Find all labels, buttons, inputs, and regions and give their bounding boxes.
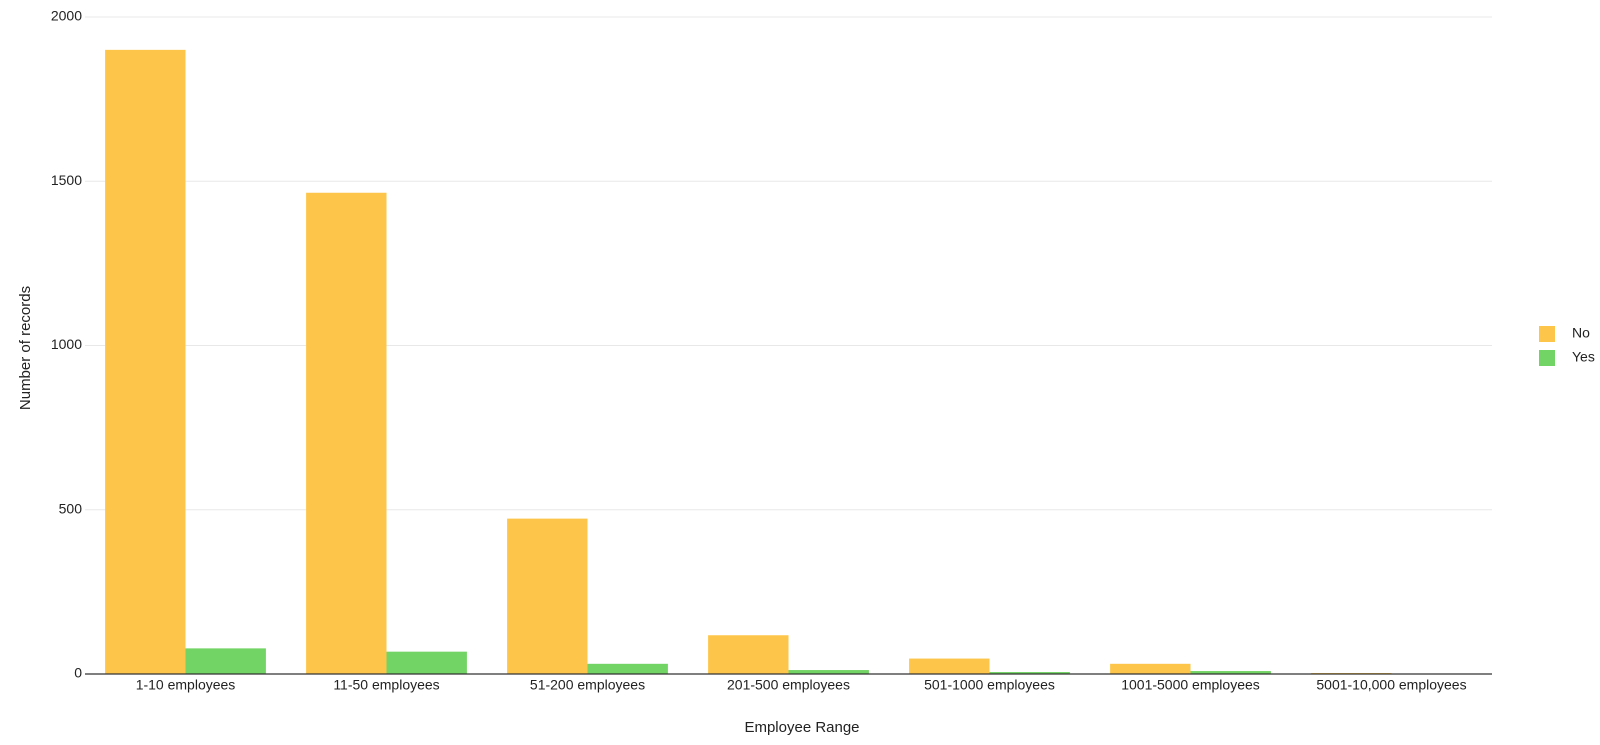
bar (386, 651, 467, 674)
x-tick-label: 1-10 employees (136, 677, 236, 693)
bar (1190, 671, 1271, 674)
bar (909, 658, 990, 674)
legend-swatch (1539, 326, 1555, 342)
y-tick-label: 1000 (51, 336, 82, 352)
bar (587, 663, 668, 674)
x-tick-label: 1001-5000 employees (1121, 677, 1260, 693)
y-tick-label: 2000 (51, 8, 82, 24)
legend-label: Yes (1572, 349, 1595, 365)
legend-label: No (1572, 325, 1590, 341)
bar (507, 518, 588, 674)
y-axis-title: Number of records (17, 286, 34, 410)
bar (306, 192, 387, 674)
x-tick-label: 5001-10,000 employees (1316, 677, 1466, 693)
bar (1110, 663, 1191, 674)
legend-swatch (1539, 350, 1555, 366)
bar (185, 648, 266, 674)
x-tick-label: 201-500 employees (727, 677, 850, 693)
x-axis-title: Employee Range (744, 719, 859, 736)
y-tick-label: 500 (59, 500, 83, 516)
bar (708, 635, 789, 674)
bar (105, 49, 186, 675)
y-tick-label: 1500 (51, 172, 82, 188)
bar (788, 670, 869, 674)
x-tick-label: 11-50 employees (333, 677, 439, 693)
bar (989, 672, 1070, 674)
x-tick-label: 51-200 employees (530, 677, 645, 693)
x-tick-label: 501-1000 employees (924, 677, 1055, 693)
y-tick-label: 0 (74, 665, 82, 681)
